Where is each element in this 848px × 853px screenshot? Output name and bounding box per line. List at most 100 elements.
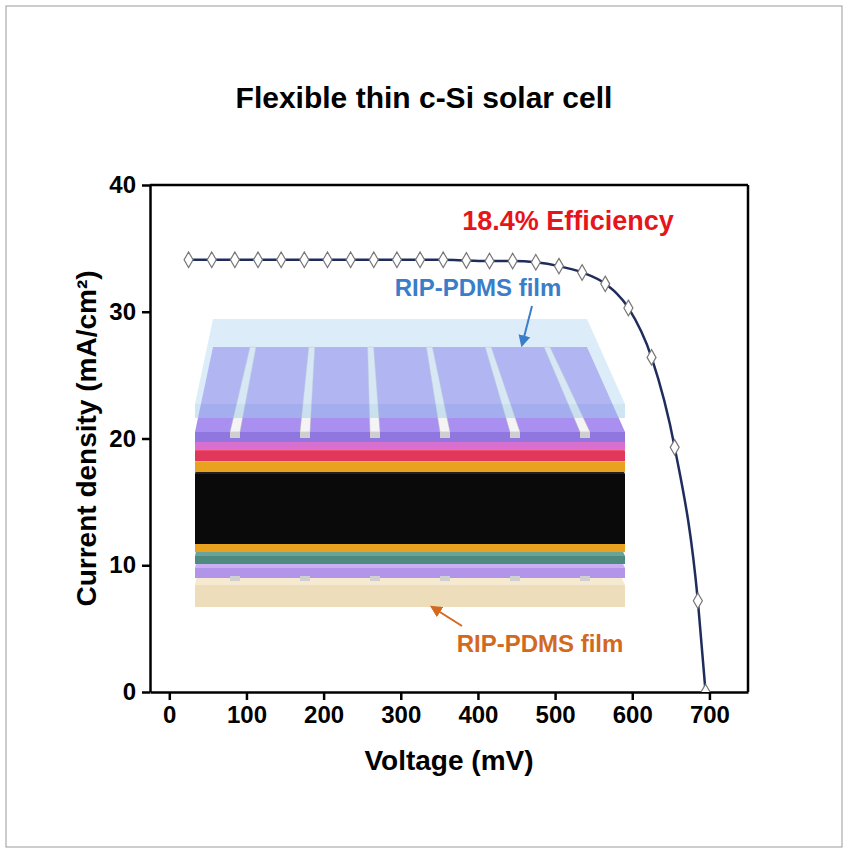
finger xyxy=(510,576,520,581)
x-tick-label: 200 xyxy=(304,701,344,728)
marker xyxy=(578,265,587,281)
y-tick-label: 20 xyxy=(109,425,136,452)
y-tick: 0 xyxy=(123,678,150,705)
marker xyxy=(230,252,239,268)
finger xyxy=(440,576,450,581)
marker xyxy=(531,255,540,271)
layer-front xyxy=(195,474,625,544)
marker xyxy=(462,253,471,269)
frame xyxy=(6,6,842,847)
layer-front xyxy=(195,451,625,461)
y-axis: 0 10 20 30 40 xyxy=(109,171,150,705)
x-tick-label: 500 xyxy=(536,701,576,728)
y-tick-mark xyxy=(142,438,150,441)
plot-area xyxy=(184,252,710,692)
marker xyxy=(207,252,216,268)
marker xyxy=(601,276,610,292)
jv-curve xyxy=(189,260,706,692)
y-tick: 40 xyxy=(109,171,150,198)
y-tick-mark xyxy=(142,565,150,568)
x-tick-mark xyxy=(477,692,480,700)
x-tick-mark xyxy=(632,692,635,700)
marker xyxy=(184,252,193,268)
title: Flexible thin c-Si solar cell xyxy=(236,81,613,114)
film-label-top: RIP-PDMS film xyxy=(395,274,562,301)
marker xyxy=(323,252,332,268)
x-tick-label: 300 xyxy=(381,701,421,728)
x-tick-label: 700 xyxy=(690,701,730,728)
x-tick: 700 xyxy=(690,692,730,728)
layer-front xyxy=(195,404,625,418)
x-tick: 200 xyxy=(304,692,344,728)
x-tick: 400 xyxy=(458,692,498,728)
y-tick: 10 xyxy=(109,551,150,578)
y-axis-title: Current density (mA/cm²) xyxy=(71,270,102,606)
y-tick-label: 10 xyxy=(109,551,136,578)
layer-top xyxy=(195,459,625,544)
chart: Flexible thin c-Si solar cell01002003004… xyxy=(0,0,848,853)
y-tick-mark xyxy=(142,184,150,187)
y-tick-label: 40 xyxy=(109,171,136,198)
x-tick: 300 xyxy=(381,692,421,728)
x-tick-mark xyxy=(400,692,403,700)
y-tick-label: 0 xyxy=(123,678,136,705)
finger xyxy=(300,576,310,581)
x-tick-label: 0 xyxy=(163,701,176,728)
layer-front xyxy=(195,556,625,564)
device-illustration xyxy=(195,319,625,607)
layer-top xyxy=(195,319,625,404)
marker xyxy=(670,440,679,456)
marker xyxy=(439,252,448,268)
x-tick-mark xyxy=(246,692,249,700)
x-tick-mark xyxy=(169,692,172,700)
plot-frame xyxy=(747,185,750,692)
film-label-bottom: RIP-PDMS film xyxy=(457,630,624,657)
y-tick-mark xyxy=(142,691,150,694)
layer-front xyxy=(195,442,625,450)
x-axis-line xyxy=(151,691,749,694)
x-tick-label: 400 xyxy=(458,701,498,728)
x-tick: 600 xyxy=(613,692,653,728)
x-axis-title: Voltage (mV) xyxy=(364,745,533,776)
finger xyxy=(580,576,590,581)
marker xyxy=(369,252,378,268)
finger xyxy=(230,432,240,438)
layer-front xyxy=(195,568,625,578)
marker xyxy=(346,252,355,268)
marker xyxy=(277,252,286,268)
y-tick-mark xyxy=(142,311,150,314)
x-tick-label: 100 xyxy=(227,701,267,728)
y-tick-label: 30 xyxy=(109,298,136,325)
marker xyxy=(624,300,633,316)
finger xyxy=(230,576,240,581)
x-tick: 500 xyxy=(536,692,576,728)
x-tick-mark xyxy=(554,692,557,700)
layer-top xyxy=(195,471,625,556)
marker xyxy=(392,252,401,268)
marker xyxy=(554,258,563,274)
marker xyxy=(701,684,710,692)
y-tick: 30 xyxy=(109,298,150,325)
marker xyxy=(416,252,425,268)
x-tick-label: 600 xyxy=(613,701,653,728)
arrow xyxy=(522,306,532,345)
y-tick: 20 xyxy=(109,425,150,452)
marker xyxy=(254,252,263,268)
layer-front xyxy=(195,544,625,552)
x-tick-mark xyxy=(323,692,326,700)
marker xyxy=(647,350,656,366)
marker xyxy=(300,252,309,268)
plot-frame xyxy=(150,184,748,187)
efficiency-label: 18.4% Efficiency xyxy=(462,206,674,236)
x-axis: 0 100 200 300 400 500 600 700 xyxy=(151,692,749,728)
x-tick-mark xyxy=(709,692,712,700)
marker xyxy=(485,253,494,269)
finger xyxy=(440,432,450,438)
finger xyxy=(510,432,520,438)
finger xyxy=(300,432,310,438)
finger xyxy=(370,432,380,438)
arrow xyxy=(432,607,462,626)
finger xyxy=(370,576,380,581)
layer-front xyxy=(195,585,625,607)
marker xyxy=(693,593,702,609)
